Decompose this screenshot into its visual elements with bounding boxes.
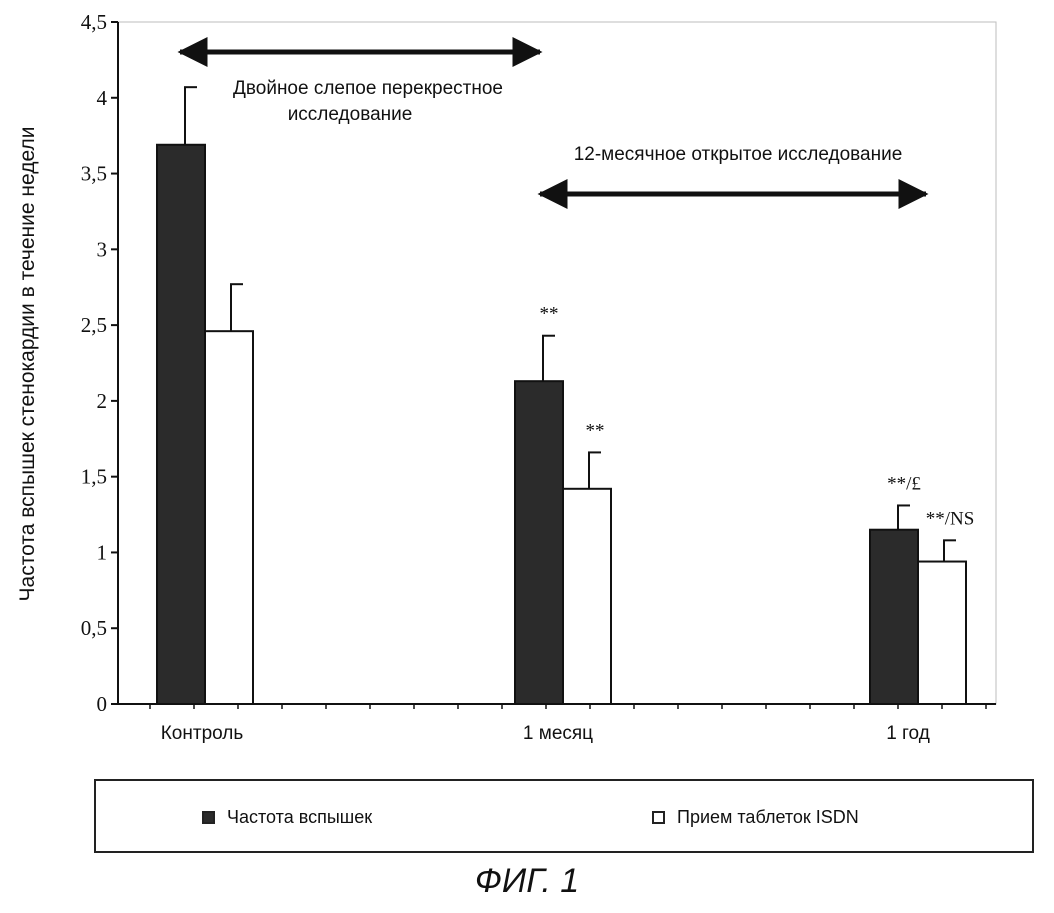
double-blind-label-line2: исследование [288, 104, 413, 125]
legend: Частота вспышек Прием таблеток ISDN [94, 779, 1034, 853]
y-tick-label: 2,5 [81, 313, 107, 337]
x-category-label: Контроль [161, 723, 244, 744]
x-category-label: 1 месяц [523, 723, 593, 744]
legend-item-isdn: Прием таблеток ISDN [652, 807, 859, 828]
legend-label-isdn: Прием таблеток ISDN [677, 807, 859, 828]
significance-label: ** [540, 304, 559, 325]
bars-layer: ** ** **/£**/NS [157, 87, 974, 704]
y-tick-label: 3 [97, 237, 108, 261]
x-category-label: 1 год [886, 723, 930, 744]
y-axis-label: Частота вспышек стенокардии в течение не… [16, 127, 39, 602]
significance-label: ** [586, 420, 605, 441]
legend-label-attacks: Частота вспышек [227, 807, 372, 828]
bar-attacks [515, 381, 563, 704]
y-tick-label: 2 [97, 389, 108, 413]
bar-isdn [563, 489, 611, 704]
y-tick-label: 0,5 [81, 616, 107, 640]
y-tick-label: 4,5 [81, 10, 107, 34]
bar-attacks [870, 530, 918, 704]
y-tick-label: 1,5 [81, 465, 107, 489]
y-tick-label: 4 [97, 86, 108, 110]
figure-caption: ФИГ. 1 [0, 862, 1054, 901]
bar-isdn [918, 562, 966, 704]
y-tick-label: 3,5 [81, 162, 107, 186]
annotation-double-blind: Двойное слепое перекрестное исследование [180, 52, 540, 125]
annotation-open-label: 12-месячное открытое исследование [540, 144, 926, 194]
legend-item-attacks: Частота вспышек [202, 807, 372, 828]
legend-swatch-empty [652, 811, 665, 824]
open-label-label: 12-месячное открытое исследование [574, 144, 903, 165]
bar-isdn [205, 331, 253, 704]
significance-label: **/£ [887, 473, 921, 494]
legend-swatch-filled [202, 811, 215, 824]
significance-label: **/NS [926, 508, 975, 529]
bar-attacks [157, 145, 205, 704]
double-blind-label-line1: Двойное слепое перекрестное [233, 78, 503, 99]
y-tick-label: 0 [97, 692, 108, 716]
y-tick-label: 1 [97, 540, 108, 564]
